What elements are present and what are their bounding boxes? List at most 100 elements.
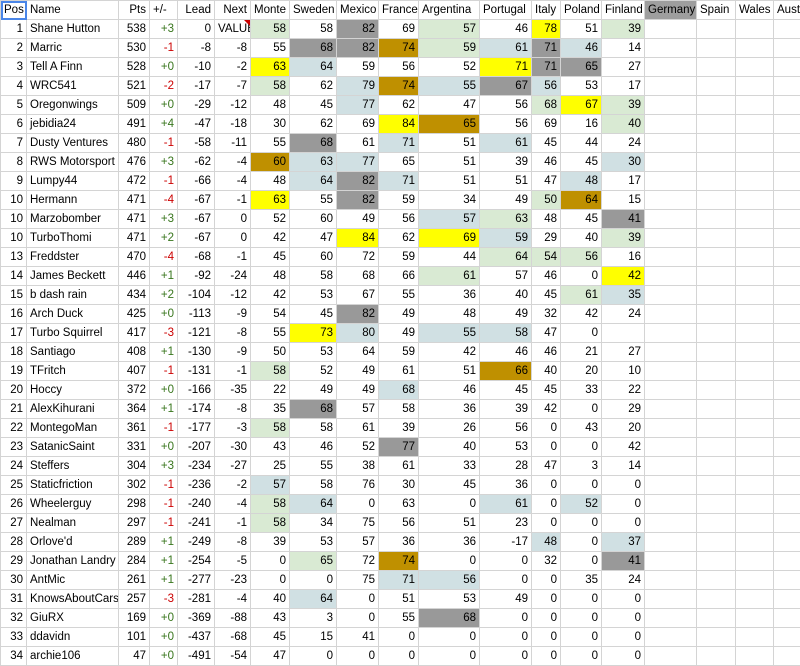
score-cell[interactable]: 58 [290,419,337,438]
score-cell[interactable]: 45 [480,381,532,400]
score-cell[interactable]: 30 [379,476,419,495]
pos-cell[interactable]: 34 [1,647,27,666]
pts-cell[interactable]: 289 [119,533,150,552]
lead-cell[interactable]: -177 [178,419,215,438]
next-cell[interactable]: -68 [215,628,251,647]
empty-cell[interactable] [697,457,736,476]
score-cell[interactable]: 59 [379,248,419,267]
score-cell[interactable]: 71 [532,39,561,58]
score-cell[interactable]: 69 [379,20,419,39]
pts-cell[interactable]: 304 [119,457,150,476]
score-cell[interactable]: 58 [251,495,290,514]
score-cell[interactable]: 46 [561,39,602,58]
empty-cell[interactable] [645,381,697,400]
name-cell[interactable]: Jonathan Landry [27,552,119,571]
score-cell[interactable]: 65 [379,153,419,172]
score-cell[interactable]: 48 [532,533,561,552]
score-cell[interactable]: 29 [532,229,561,248]
score-cell[interactable]: 61 [480,39,532,58]
score-cell[interactable]: 42 [561,305,602,324]
name-cell[interactable]: Oregonwings [27,96,119,115]
pts-cell[interactable]: 471 [119,229,150,248]
next-cell[interactable]: -2 [215,58,251,77]
empty-cell[interactable] [645,362,697,381]
score-cell[interactable]: 45 [251,248,290,267]
score-cell[interactable]: 62 [290,115,337,134]
score-cell[interactable]: 0 [602,514,645,533]
score-cell[interactable]: 24 [602,134,645,153]
header-finland[interactable]: Finland [602,1,645,20]
score-cell[interactable]: 42 [602,267,645,286]
name-cell[interactable]: Hoccy [27,381,119,400]
score-cell[interactable]: 78 [532,20,561,39]
score-cell[interactable]: 10 [602,362,645,381]
lead-cell[interactable]: -121 [178,324,215,343]
score-cell[interactable]: 41 [602,552,645,571]
score-cell[interactable]: 42 [532,400,561,419]
lead-cell[interactable]: -254 [178,552,215,571]
score-cell[interactable]: 45 [532,286,561,305]
score-cell[interactable]: 36 [379,533,419,552]
score-cell[interactable]: 3 [561,457,602,476]
pts-cell[interactable]: 480 [119,134,150,153]
empty-cell[interactable] [774,628,800,647]
score-cell[interactable]: 22 [251,381,290,400]
name-cell[interactable]: Marzobomber [27,210,119,229]
score-cell[interactable]: 63 [480,210,532,229]
next-cell[interactable]: 0 [215,210,251,229]
score-cell[interactable]: 27 [602,58,645,77]
score-cell[interactable]: 55 [251,324,290,343]
name-cell[interactable]: Staticfriction [27,476,119,495]
score-cell[interactable]: 17 [602,172,645,191]
pts-cell[interactable]: 470 [119,248,150,267]
score-cell[interactable]: 45 [290,96,337,115]
next-cell[interactable]: -30 [215,438,251,457]
diff-cell[interactable]: -1 [150,39,178,58]
score-cell[interactable]: 0 [561,647,602,666]
score-cell[interactable]: 71 [480,58,532,77]
pos-cell[interactable]: 31 [1,590,27,609]
score-cell[interactable]: 38 [337,457,379,476]
score-cell[interactable]: 58 [251,514,290,533]
empty-cell[interactable] [697,590,736,609]
score-cell[interactable]: 47 [290,229,337,248]
score-cell[interactable]: 47 [532,324,561,343]
score-cell[interactable]: 3 [290,609,337,628]
score-cell[interactable]: 55 [290,457,337,476]
diff-cell[interactable]: -3 [150,590,178,609]
score-cell[interactable]: 71 [532,58,561,77]
score-cell[interactable]: 56 [532,77,561,96]
score-cell[interactable]: 57 [251,476,290,495]
score-cell[interactable]: 60 [251,153,290,172]
score-cell[interactable]: 49 [337,381,379,400]
empty-cell[interactable] [736,571,774,590]
diff-cell[interactable]: +1 [150,552,178,571]
lead-cell[interactable]: -67 [178,229,215,248]
header--[interactable]: +/- [150,1,178,20]
empty-cell[interactable] [645,191,697,210]
empty-cell[interactable] [645,153,697,172]
pts-cell[interactable]: 471 [119,210,150,229]
empty-cell[interactable] [645,77,697,96]
score-cell[interactable]: 49 [480,590,532,609]
score-cell[interactable]: 36 [419,533,480,552]
next-cell[interactable]: -12 [215,96,251,115]
diff-cell[interactable]: +0 [150,647,178,666]
pts-cell[interactable]: 434 [119,286,150,305]
pos-cell[interactable]: 28 [1,533,27,552]
next-cell[interactable]: -23 [215,571,251,590]
score-cell[interactable]: 48 [251,96,290,115]
pos-cell[interactable]: 5 [1,96,27,115]
empty-cell[interactable] [774,533,800,552]
empty-cell[interactable] [697,58,736,77]
name-cell[interactable]: KnowsAboutCars [27,590,119,609]
score-cell[interactable]: 47 [419,96,480,115]
name-cell[interactable]: GiuRX [27,609,119,628]
score-cell[interactable]: 55 [290,191,337,210]
pos-cell[interactable]: 29 [1,552,27,571]
score-cell[interactable]: 74 [379,39,419,58]
pts-cell[interactable]: 372 [119,381,150,400]
header-wales[interactable]: Wales [736,1,774,20]
diff-cell[interactable]: +1 [150,400,178,419]
empty-cell[interactable] [645,590,697,609]
